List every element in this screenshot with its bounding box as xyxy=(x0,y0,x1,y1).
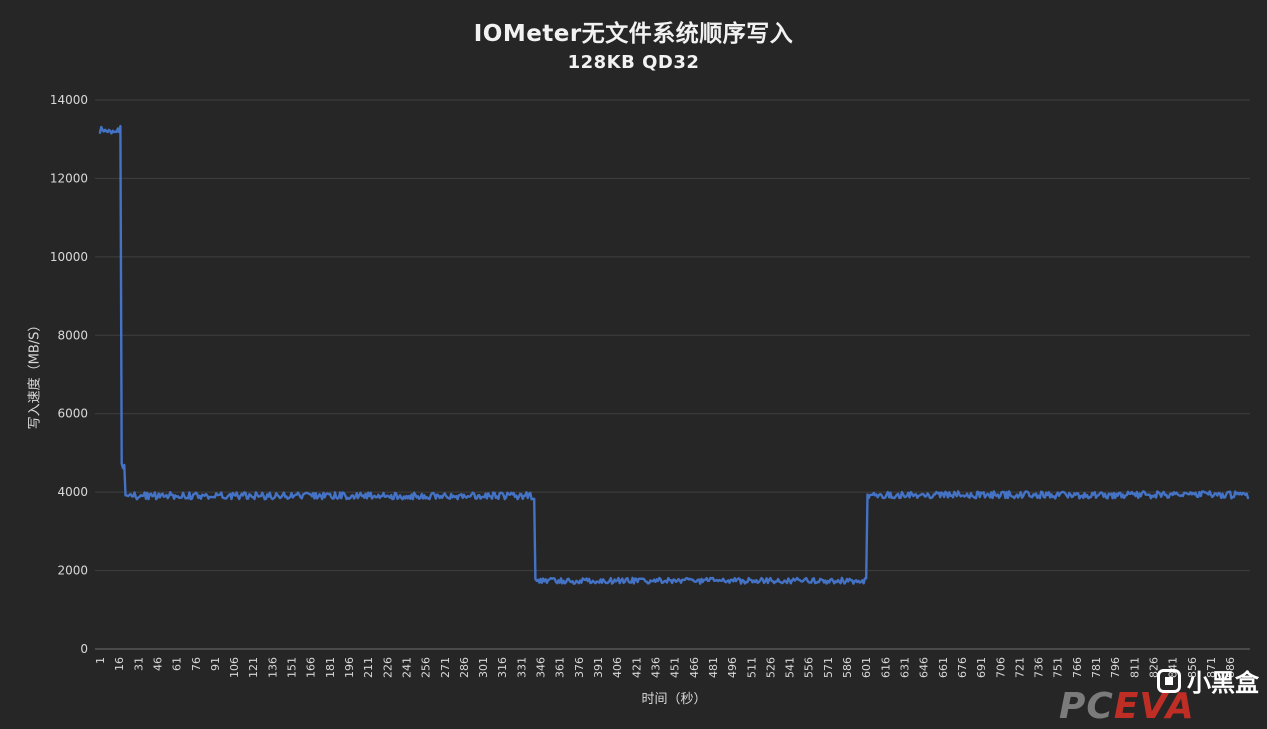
x-tick-label: 451 xyxy=(669,657,682,678)
pceva-watermark: PCEVA xyxy=(1059,686,1195,727)
pceva-pc-text: PC xyxy=(1059,686,1114,727)
x-tick-label: 886 xyxy=(1224,657,1237,678)
pceva-eva-text: EVA xyxy=(1113,686,1195,727)
x-tick-label: 691 xyxy=(975,657,988,678)
y-tick-label: 12000 xyxy=(50,171,88,185)
x-tick-label: 571 xyxy=(822,657,835,678)
x-tick-label: 151 xyxy=(286,657,299,678)
x-tick-label: 136 xyxy=(266,657,279,678)
x-tick-label: 601 xyxy=(860,657,873,678)
x-tick-label: 76 xyxy=(190,657,203,671)
x-tick-label: 181 xyxy=(324,657,337,678)
x-tick-label: 661 xyxy=(937,657,950,678)
x-tick-label: 421 xyxy=(630,657,643,678)
x-tick-label: 526 xyxy=(764,657,777,678)
x-tick-label: 391 xyxy=(592,657,605,678)
x-tick-label: 91 xyxy=(209,657,222,671)
watermark: PCEVA 小黑盒 xyxy=(1059,661,1259,729)
x-tick-label: 466 xyxy=(688,657,701,678)
x-tick-label: 406 xyxy=(611,657,624,678)
x-tick-label: 511 xyxy=(745,657,758,678)
y-tick-label: 8000 xyxy=(57,328,88,342)
x-tick-label: 346 xyxy=(535,657,548,678)
x-tick-label: 331 xyxy=(515,657,528,678)
x-tick-label: 286 xyxy=(458,657,471,678)
x-tick-label: 721 xyxy=(1013,657,1026,678)
x-tick-label: 1 xyxy=(94,657,107,664)
x-tick-label: 766 xyxy=(1071,657,1084,678)
x-tick-label: 706 xyxy=(994,657,1007,678)
x-tick-label: 586 xyxy=(841,657,854,678)
x-tick-label: 556 xyxy=(803,657,816,678)
x-tick-label: 166 xyxy=(305,657,318,678)
x-tick-label: 226 xyxy=(381,657,394,678)
y-tick-label: 14000 xyxy=(50,93,88,107)
x-tick-label: 646 xyxy=(918,657,931,678)
x-tick-label: 436 xyxy=(650,657,663,678)
x-tick-label: 856 xyxy=(1186,657,1199,678)
y-tick-label: 0 xyxy=(80,642,88,656)
data-series-line xyxy=(98,124,1250,585)
x-tick-label: 256 xyxy=(420,657,433,678)
x-tick-label: 871 xyxy=(1205,657,1218,678)
x-tick-label: 541 xyxy=(784,657,797,678)
x-tick-label: 616 xyxy=(879,657,892,678)
x-tick-label: 301 xyxy=(477,657,490,678)
x-tick-label: 121 xyxy=(247,657,260,678)
x-tick-label: 481 xyxy=(707,657,720,678)
x-tick-label: 631 xyxy=(899,657,912,678)
x-tick-label: 361 xyxy=(554,657,567,678)
x-tick-label: 781 xyxy=(1090,657,1103,678)
y-axis-title: 写入速度（MB/S） xyxy=(27,318,43,430)
x-axis-title: 时间（秒） xyxy=(641,692,707,707)
x-tick-label: 811 xyxy=(1128,657,1141,678)
x-tick-label: 751 xyxy=(1052,657,1065,678)
x-tick-label: 796 xyxy=(1109,657,1122,678)
chart-title: IOMeter无文件系统顺序写入 xyxy=(473,21,794,47)
y-tick-label: 2000 xyxy=(57,564,88,578)
heybox-logo-icon xyxy=(1157,668,1181,693)
x-tick-label: 106 xyxy=(228,657,241,678)
y-tick-label: 4000 xyxy=(57,485,88,499)
heybox-brand-text: 小黑盒 xyxy=(1187,669,1259,697)
x-tick-label: 211 xyxy=(362,657,375,678)
x-tick-label: 31 xyxy=(132,657,145,671)
x-tick-label: 196 xyxy=(343,657,356,678)
x-tick-label: 376 xyxy=(573,657,586,678)
x-tick-label: 496 xyxy=(726,657,739,678)
heybox-watermark: 小黑盒 xyxy=(1156,663,1259,698)
x-tick-label: 61 xyxy=(171,657,184,671)
y-tick-label: 10000 xyxy=(50,250,88,264)
x-tick-label: 316 xyxy=(496,657,509,678)
x-tick-label: 46 xyxy=(152,657,165,671)
chart-subtitle: 128KB QD32 xyxy=(567,52,700,73)
x-tick-label: 16 xyxy=(113,657,126,671)
x-tick-label: 841 xyxy=(1167,657,1180,678)
x-tick-label: 271 xyxy=(439,657,452,678)
x-tick-label: 826 xyxy=(1148,657,1161,678)
x-tick-label: 676 xyxy=(956,657,969,678)
x-tick-label: 241 xyxy=(401,657,414,678)
y-tick-label: 6000 xyxy=(57,407,88,421)
x-tick-label: 736 xyxy=(1033,657,1046,678)
